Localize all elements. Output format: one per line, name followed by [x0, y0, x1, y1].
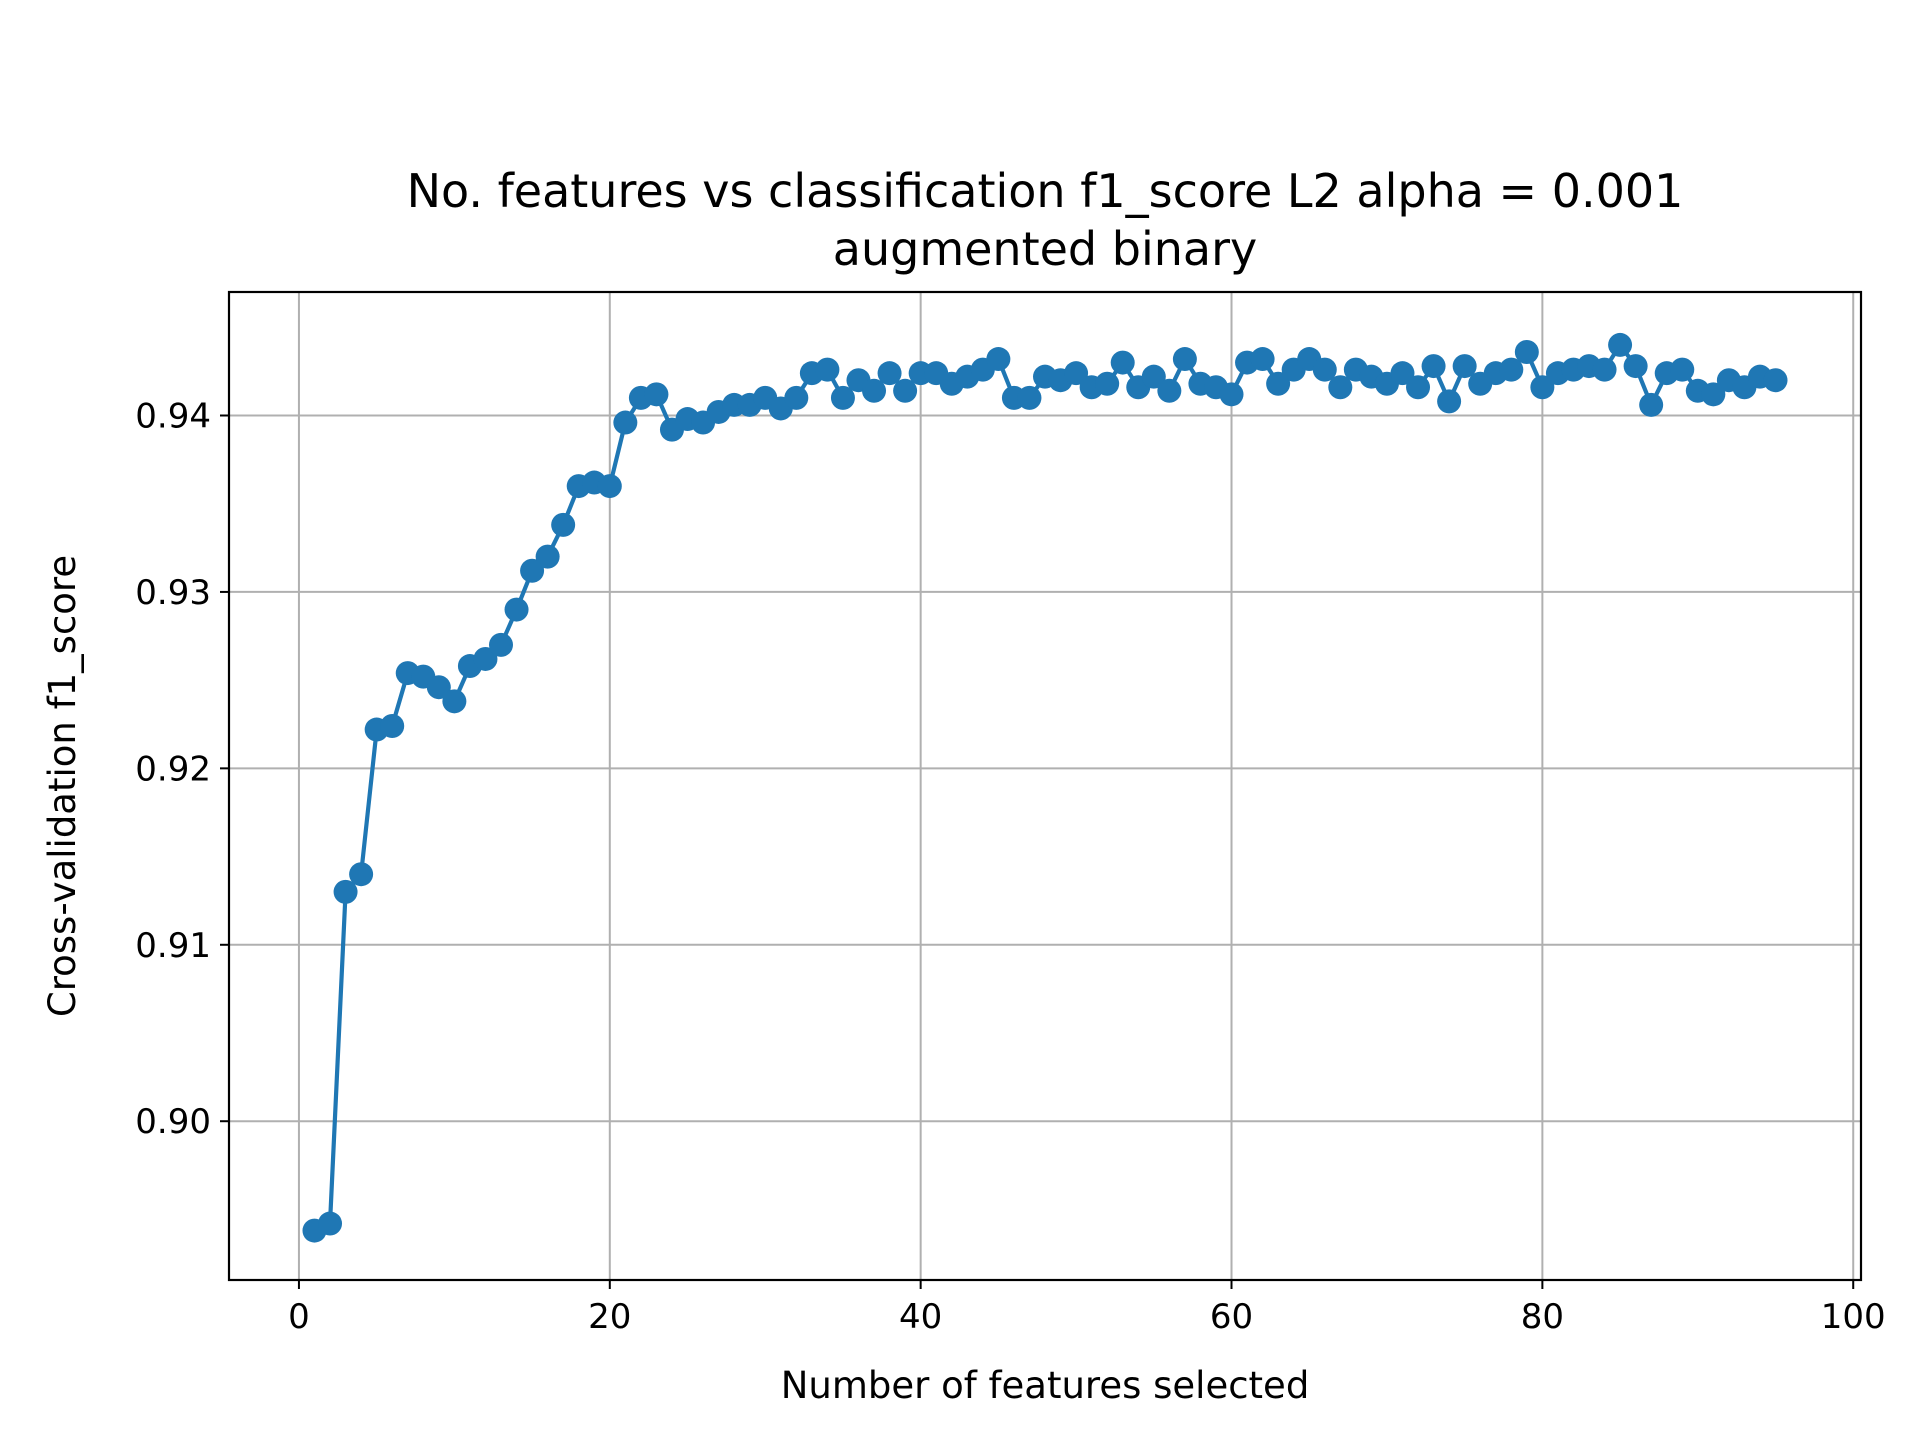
data-point: [1437, 389, 1462, 414]
x-tick-label: 0: [288, 1297, 310, 1337]
data-point: [1017, 385, 1042, 410]
data-point: [784, 385, 809, 410]
chart-subtitle: augmented binary: [833, 222, 1257, 276]
data-point: [473, 646, 498, 671]
y-tick-label: 0.92: [135, 749, 211, 789]
y-tick-label: 0.90: [135, 1102, 211, 1142]
data-point: [1499, 357, 1524, 382]
data-point: [1608, 332, 1633, 357]
data-point: [1390, 361, 1415, 386]
ticks: 0 20 40 60 80 100 0.90 0.91 0.92 0.93 0.94: [135, 397, 1885, 1338]
data-point: [815, 357, 840, 382]
y-tick-label: 0.93: [135, 573, 211, 613]
data-point: [1328, 375, 1353, 400]
data-point: [1639, 392, 1664, 417]
grid: [229, 292, 1861, 1280]
data-point: [1623, 354, 1648, 379]
data-point: [535, 544, 560, 569]
data-point: [1266, 371, 1291, 396]
data-point: [1763, 368, 1788, 393]
data-point: [644, 382, 669, 407]
data-point: [1701, 382, 1726, 407]
data-point: [426, 675, 451, 700]
plot-frame: [227, 290, 1863, 1282]
data-point: [986, 347, 1011, 372]
data-point: [893, 378, 918, 403]
y-axis-label: Cross-validation f1_score: [41, 555, 84, 1017]
y-tick-label: 0.94: [135, 397, 211, 437]
data-point: [597, 474, 622, 499]
data-point: [1312, 357, 1337, 382]
data-point: [1110, 350, 1135, 375]
data-point: [1219, 382, 1244, 407]
x-tick-label: 100: [1821, 1297, 1886, 1337]
data-point: [504, 597, 529, 622]
data-point: [1530, 375, 1555, 400]
data-point: [1157, 378, 1182, 403]
data-point: [830, 385, 855, 410]
y-tick-label: 0.91: [135, 926, 211, 966]
data-point: [1141, 364, 1166, 389]
x-axis-label: Number of features selected: [781, 1364, 1310, 1407]
data-point: [380, 714, 405, 739]
data-point: [520, 558, 545, 583]
data-point: [489, 632, 513, 657]
x-tick-label: 20: [588, 1297, 631, 1337]
data-point: [1064, 361, 1089, 386]
data-point: [877, 361, 902, 386]
data-point: [349, 862, 374, 887]
data-point: [613, 410, 638, 435]
data-point: [1592, 357, 1617, 382]
data-point: [862, 378, 887, 403]
data-point: [1514, 339, 1539, 364]
data-point: [1172, 347, 1197, 372]
x-tick-label: 40: [899, 1297, 942, 1337]
data-point: [1452, 354, 1477, 379]
data-point: [551, 512, 576, 537]
data-point: [442, 689, 467, 714]
chart-title: No. features vs classification f1_score …: [407, 164, 1684, 218]
data-point: [1421, 354, 1446, 379]
data-point: [1406, 375, 1431, 400]
x-tick-label: 80: [1521, 1297, 1564, 1337]
data-point: [318, 1211, 343, 1236]
series: [302, 332, 1788, 1243]
data-point: [1670, 357, 1695, 382]
data-point: [333, 879, 358, 904]
x-tick-label: 60: [1210, 1297, 1253, 1337]
data-point: [1095, 371, 1120, 396]
data-point: [1250, 347, 1275, 372]
